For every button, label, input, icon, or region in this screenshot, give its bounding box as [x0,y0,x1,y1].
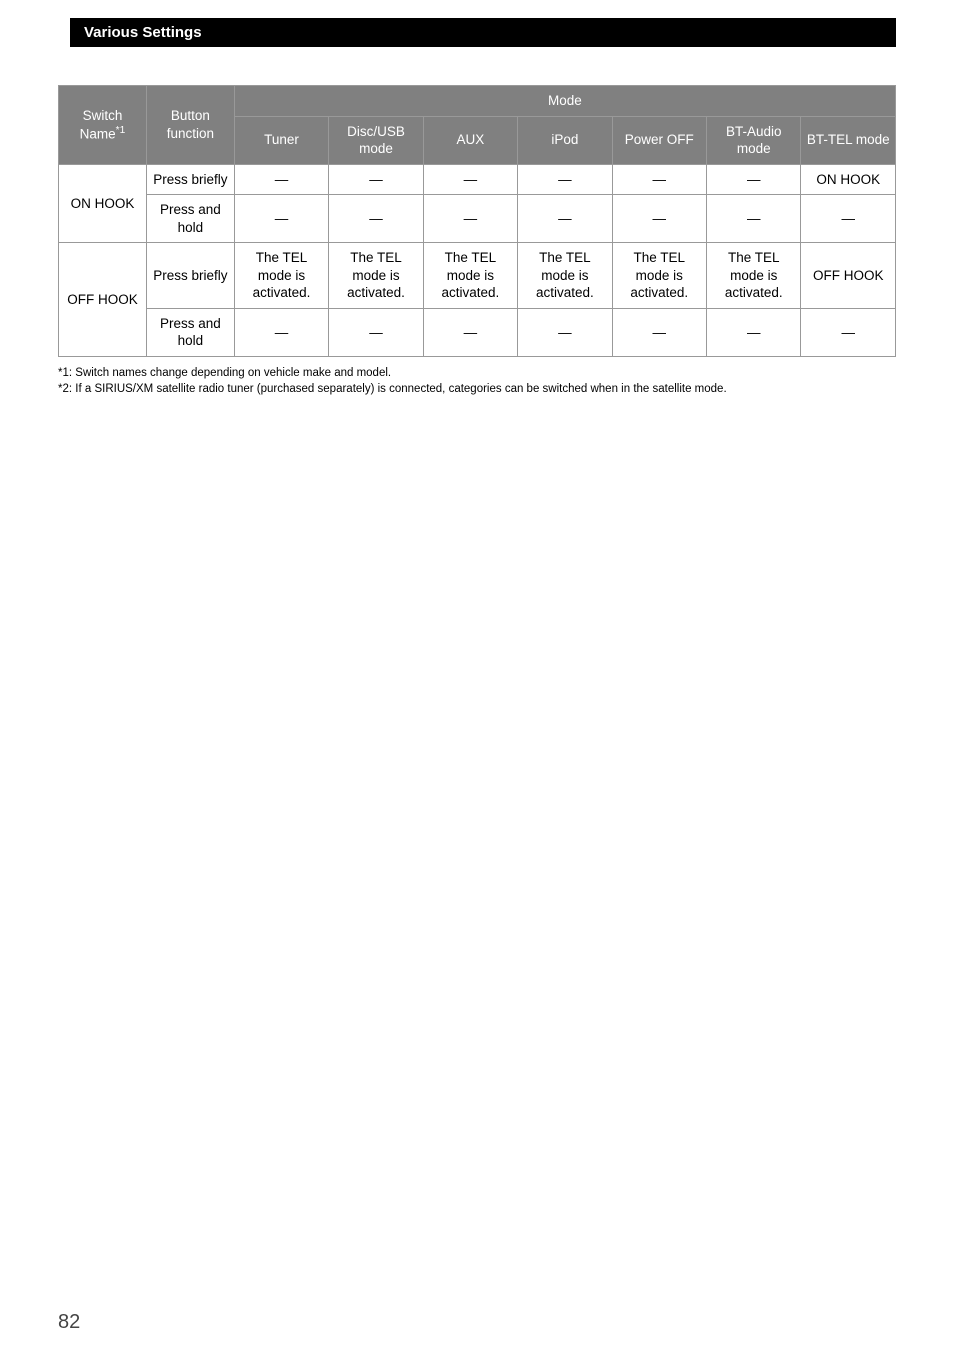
mode-cell: — [423,195,517,243]
footnotes: *1: Switch names change depending on veh… [58,365,896,397]
table-row: ON HOOK Press briefly — — — — — — ON HOO… [59,164,896,195]
mode-cell: — [801,308,896,356]
switch-name-cell: OFF HOOK [59,243,147,357]
mode-table: Switch Name*1 Button function Mode Tuner… [58,85,896,357]
mode-cell: — [707,164,801,195]
mode-cell: — [329,164,423,195]
mode-cell: — [612,308,706,356]
button-function-cell: Press briefly [146,164,234,195]
col-header-ipod: iPod [518,116,612,164]
footnote-1-text: Switch names change depending on vehicle… [75,367,391,379]
mode-cell: — [707,195,801,243]
mode-cell: — [707,308,801,356]
mode-cell: — [234,164,328,195]
content-area: Switch Name*1 Button function Mode Tuner… [58,85,896,397]
col-header-button-function: Button function [146,86,234,165]
col-header-bt-audio: BT-Audio mode [707,116,801,164]
mode-cell: — [234,195,328,243]
mode-cell: OFF HOOK [801,243,896,309]
col-header-aux: AUX [423,116,517,164]
switch-name-sup: *1 [116,125,126,136]
section-title: Various Settings [84,24,202,41]
col-header-bt-tel: BT-TEL mode [801,116,896,164]
button-function-cell: Press briefly [146,243,234,309]
mode-cell: The TEL mode is activated. [234,243,328,309]
table-row: OFF HOOK Press briefly The TEL mode is a… [59,243,896,309]
col-header-switch-name: Switch Name*1 [59,86,147,165]
footnote-2-label: *2: [58,381,72,397]
mode-cell: — [423,308,517,356]
footnote-1: *1: Switch names change depending on veh… [58,365,896,381]
mode-cell: The TEL mode is activated. [518,243,612,309]
mode-cell: — [612,195,706,243]
footnote-1-label: *1: [58,365,72,381]
switch-name-cell: ON HOOK [59,164,147,243]
mode-cell: — [612,164,706,195]
mode-cell: — [329,308,423,356]
mode-cell: — [329,195,423,243]
mode-cell: The TEL mode is activated. [423,243,517,309]
col-header-disc-usb: Disc/USB mode [329,116,423,164]
mode-cell: — [518,195,612,243]
footnote-2: *2: If a SIRIUS/XM satellite radio tuner… [58,381,896,397]
footnote-2-text: If a SIRIUS/XM satellite radio tuner (pu… [75,383,726,395]
mode-cell: — [423,164,517,195]
mode-cell: — [518,308,612,356]
table-row: Press and hold — — — — — — — [59,308,896,356]
mode-cell: — [801,195,896,243]
mode-cell: — [518,164,612,195]
col-header-power-off: Power OFF [612,116,706,164]
table-body: ON HOOK Press briefly — — — — — — ON HOO… [59,164,896,356]
col-header-tuner: Tuner [234,116,328,164]
mode-cell: The TEL mode is activated. [329,243,423,309]
page-number: 82 [58,1311,80,1334]
mode-cell: The TEL mode is activated. [612,243,706,309]
mode-cell: ON HOOK [801,164,896,195]
col-header-mode-group: Mode [234,86,895,117]
section-header: Various Settings [70,18,896,47]
mode-cell: The TEL mode is activated. [707,243,801,309]
button-function-cell: Press and hold [146,195,234,243]
table-row: Press and hold — — — — — — — [59,195,896,243]
mode-cell: — [234,308,328,356]
button-function-cell: Press and hold [146,308,234,356]
